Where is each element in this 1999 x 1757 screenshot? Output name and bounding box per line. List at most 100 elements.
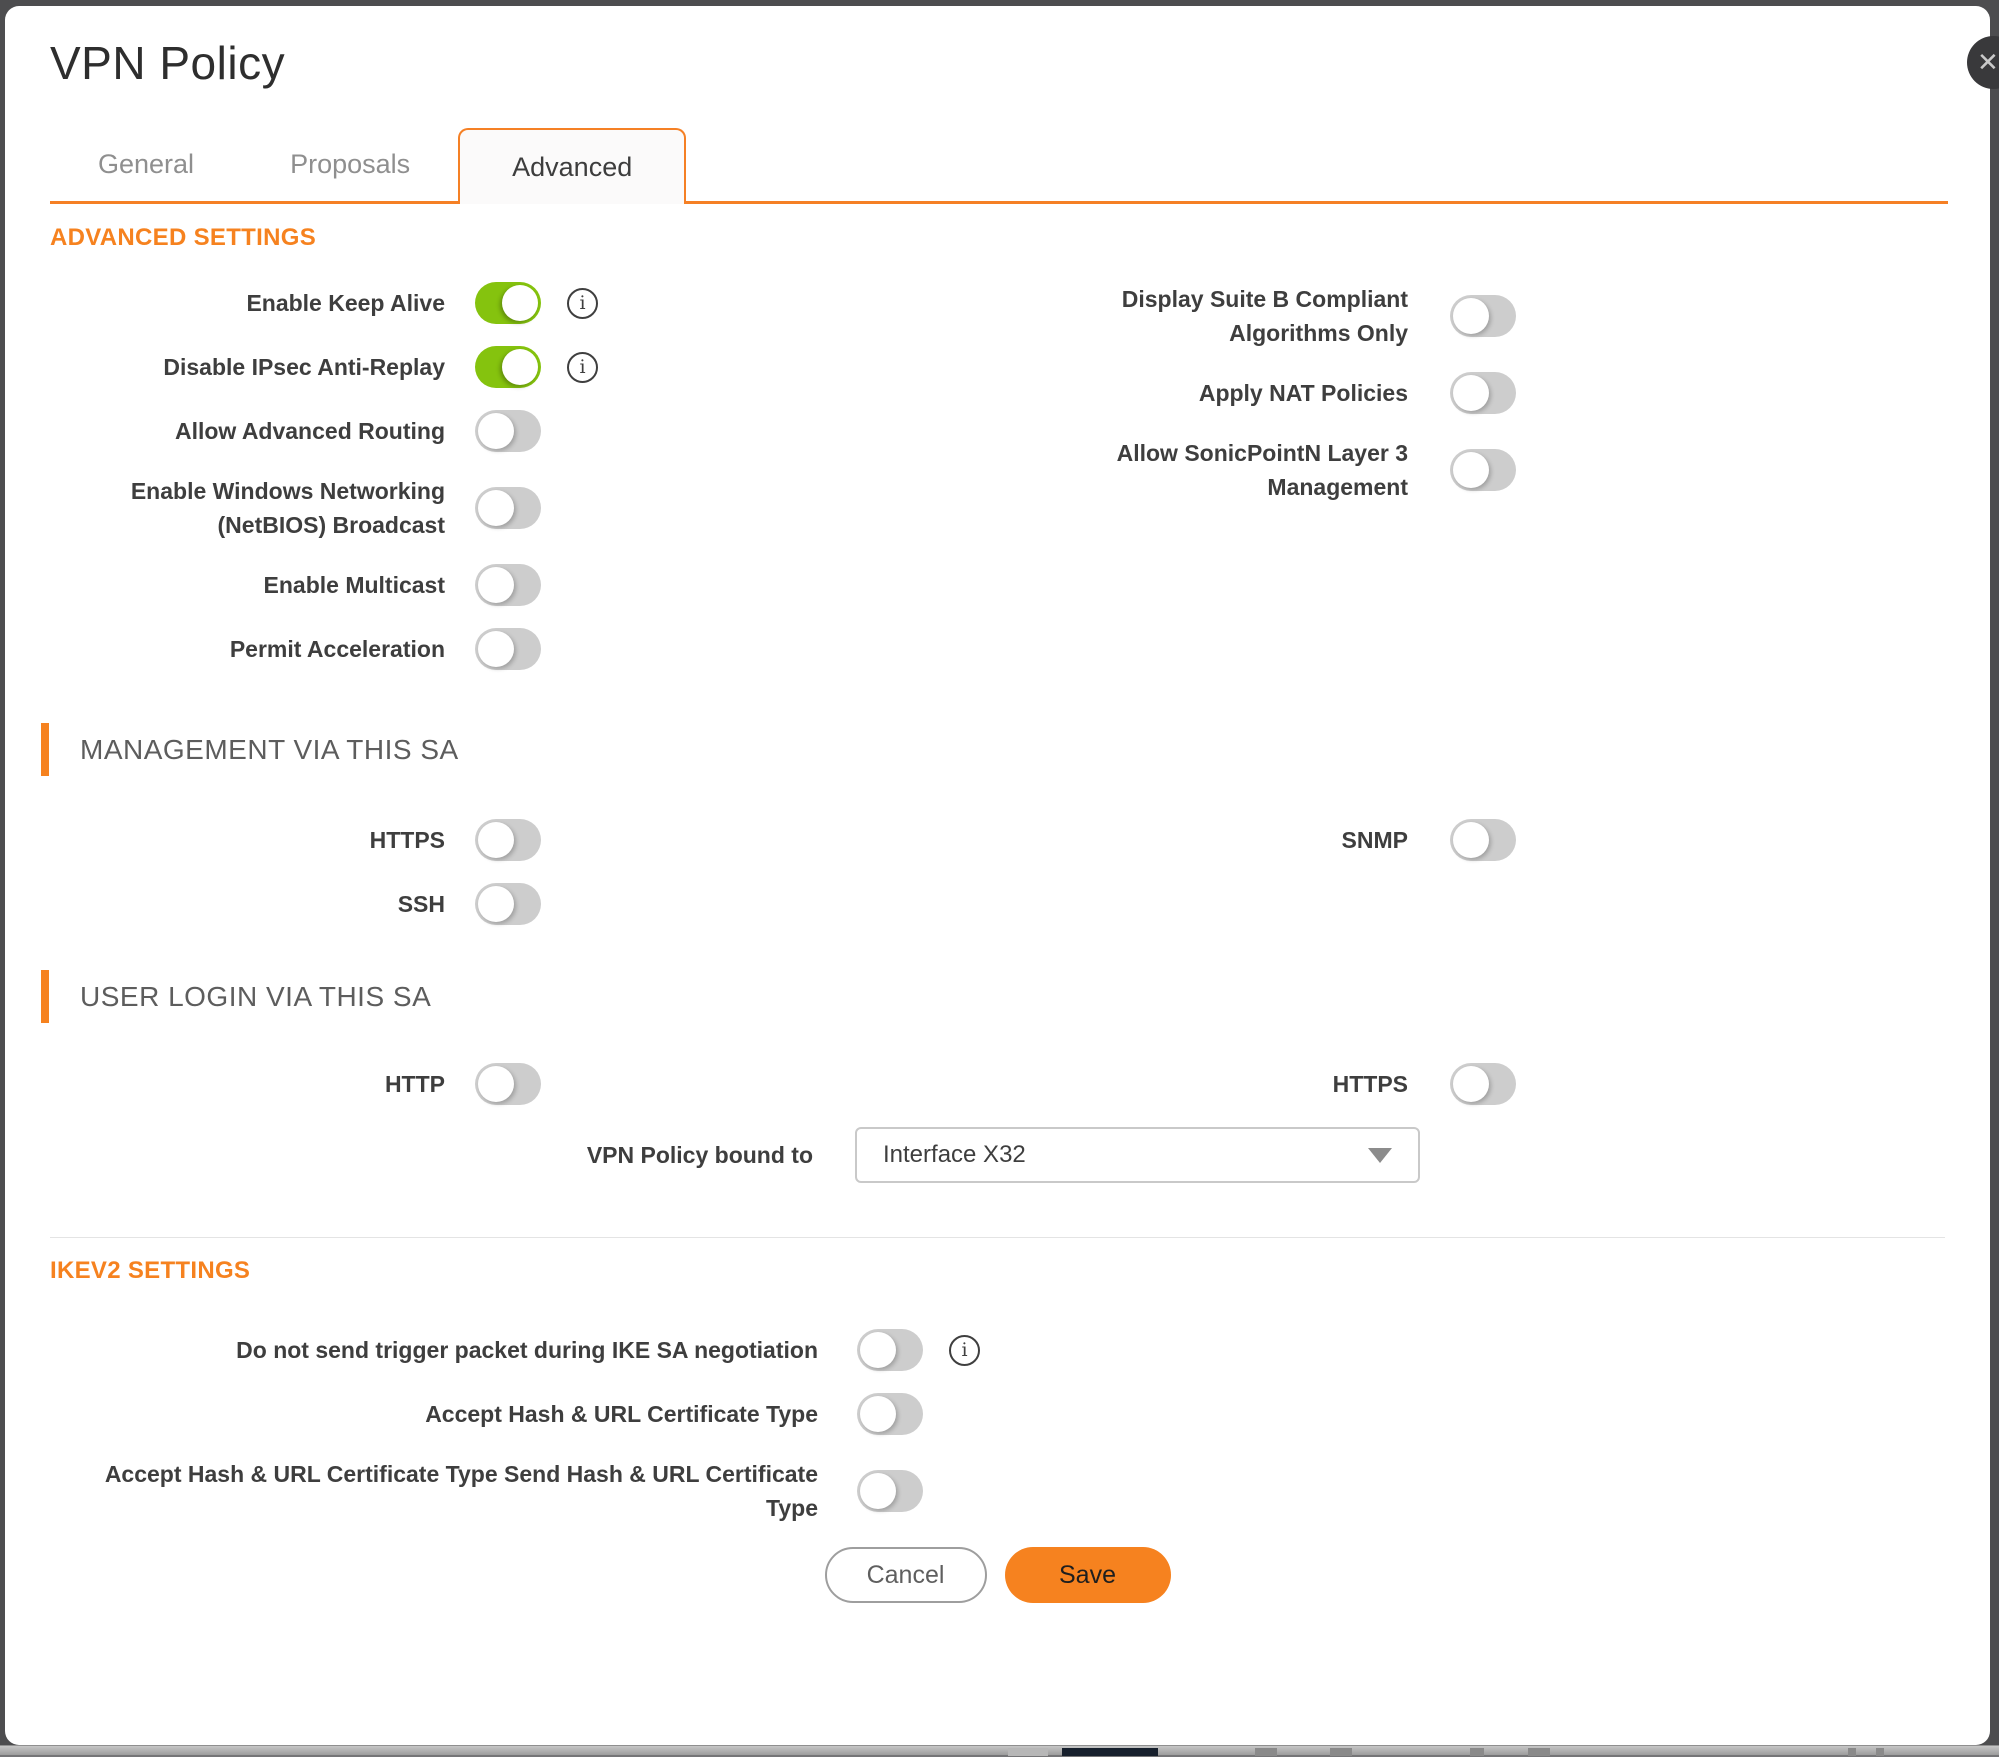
- toggle-knob: [478, 413, 514, 449]
- section-accent-bar: [41, 723, 49, 776]
- apply-nat-policies-toggle[interactable]: [1450, 372, 1516, 414]
- toggle-knob: [1453, 375, 1489, 411]
- management-via-sa-header: MANAGEMENT VIA THIS SA: [41, 723, 1945, 776]
- setting-row-allow-advanced-routing: Allow Advanced Routing: [50, 410, 1010, 452]
- setting-label: Enable Keep Alive: [246, 290, 445, 316]
- info-icon[interactable]: i: [567, 287, 598, 319]
- setting-row-sonicpointn-layer3: Allow SonicPointN Layer 3 Management: [1010, 436, 1945, 504]
- setting-label: Allow Advanced Routing: [174, 418, 445, 444]
- setting-label: Accept Hash & URL Certificate Type: [425, 1401, 818, 1427]
- setting-label: Enable Windows Networking (NetBIOS) Broa…: [130, 478, 445, 538]
- toggle-knob: [478, 822, 514, 858]
- vpn-policy-dialog: VPN Policy General Proposals Advanced AD…: [5, 6, 1990, 1745]
- setting-row-mgmt-snmp: SNMP: [1010, 819, 1945, 861]
- mgmt-snmp-toggle[interactable]: [1450, 819, 1516, 861]
- mgmt-ssh-toggle[interactable]: [475, 883, 541, 925]
- setting-row-accept-hash-url: Accept Hash & URL Certificate Type: [50, 1393, 1945, 1435]
- advanced-settings-grid: Enable Keep Alive i Disable IPsec Anti-R…: [50, 282, 1945, 692]
- setting-label: HTTPS: [369, 827, 445, 853]
- setting-label: Display Suite B Compliant Algorithms Onl…: [1121, 286, 1408, 346]
- sliver-segment: [1255, 1748, 1277, 1756]
- enable-keep-alive-toggle[interactable]: [475, 282, 541, 324]
- sliver-segment: [1848, 1748, 1856, 1756]
- toggle-knob: [478, 886, 514, 922]
- setting-row-accept-send-hash-url: Accept Hash & URL Certificate Type Send …: [50, 1457, 1945, 1525]
- tab-bar: General Proposals Advanced: [50, 128, 1948, 204]
- disable-ipsec-anti-replay-toggle[interactable]: [475, 346, 541, 388]
- toggle-knob: [1453, 822, 1489, 858]
- advanced-settings-left-column: Enable Keep Alive i Disable IPsec Anti-R…: [50, 282, 1010, 692]
- toggle-knob: [860, 1332, 896, 1368]
- setting-row-enable-keep-alive: Enable Keep Alive i: [50, 282, 1010, 324]
- setting-row-login-https: HTTPS: [1010, 1063, 1945, 1105]
- background-page-sliver: [0, 1745, 1999, 1757]
- setting-row-permit-acceleration: Permit Acceleration: [50, 628, 1010, 670]
- user-login-left-column: HTTP: [50, 1063, 1010, 1127]
- setting-row-login-http: HTTP: [50, 1063, 1010, 1105]
- sliver-segment: [1008, 1748, 1048, 1756]
- setting-label: Permit Acceleration: [229, 636, 445, 662]
- vpn-policy-bound-label: VPN Policy bound to: [586, 1141, 813, 1168]
- setting-row-disable-ipsec-anti-replay: Disable IPsec Anti-Replay i: [50, 346, 1010, 388]
- save-button[interactable]: Save: [1004, 1547, 1171, 1603]
- setting-row-no-trigger-packet: Do not send trigger packet during IKE SA…: [50, 1329, 1945, 1371]
- cancel-button[interactable]: Cancel: [824, 1547, 987, 1603]
- suite-b-compliant-toggle[interactable]: [1450, 295, 1516, 337]
- management-via-sa-grid: HTTPS SSH SNMP: [50, 819, 1945, 947]
- tab-general[interactable]: General: [98, 149, 195, 179]
- section-accent-bar: [41, 970, 49, 1023]
- setting-label: SSH: [397, 891, 445, 917]
- info-icon[interactable]: i: [949, 1334, 980, 1366]
- toggle-knob: [860, 1473, 896, 1509]
- tab-proposals[interactable]: Proposals: [290, 149, 411, 179]
- setting-label: Apply NAT Policies: [1198, 380, 1408, 406]
- setting-row-apply-nat-policies: Apply NAT Policies: [1010, 372, 1945, 414]
- setting-label: HTTP: [384, 1071, 445, 1097]
- setting-row-mgmt-https: HTTPS: [50, 819, 1010, 861]
- toggle-knob: [502, 349, 538, 385]
- info-icon[interactable]: i: [567, 351, 598, 383]
- setting-label: Allow SonicPointN Layer 3 Management: [1116, 440, 1408, 500]
- allow-advanced-routing-toggle[interactable]: [475, 410, 541, 452]
- toggle-knob: [478, 631, 514, 667]
- netbios-broadcast-toggle[interactable]: [475, 487, 541, 529]
- user-login-via-sa-header: USER LOGIN VIA THIS SA: [41, 970, 1945, 1023]
- setting-label: HTTPS: [1332, 1071, 1408, 1097]
- setting-label: Disable IPsec Anti-Replay: [163, 354, 445, 380]
- sonicpointn-layer3-toggle[interactable]: [1450, 449, 1516, 491]
- toggle-knob: [1453, 452, 1489, 488]
- setting-label: Accept Hash & URL Certificate Type Send …: [104, 1461, 818, 1521]
- toggle-knob: [1453, 298, 1489, 334]
- sliver-segment: [1876, 1748, 1884, 1756]
- advanced-settings-heading: ADVANCED SETTINGS: [50, 224, 317, 251]
- toggle-knob: [502, 285, 538, 321]
- toggle-knob: [478, 567, 514, 603]
- sliver-dark-segment: [1062, 1748, 1158, 1756]
- login-http-toggle[interactable]: [475, 1063, 541, 1105]
- management-right-column: SNMP: [1010, 819, 1945, 883]
- tab-advanced[interactable]: Advanced: [458, 128, 687, 204]
- toggle-knob: [478, 490, 514, 526]
- mgmt-https-toggle[interactable]: [475, 819, 541, 861]
- vpn-policy-bound-select[interactable]: Interface X32: [855, 1127, 1420, 1183]
- page-title: VPN Policy: [50, 37, 286, 89]
- selected-interface-value: Interface X32: [883, 1141, 1026, 1168]
- no-trigger-packet-toggle[interactable]: [857, 1329, 923, 1371]
- vpn-policy-bound-row: VPN Policy bound to Interface X32: [50, 1127, 1945, 1183]
- enable-multicast-toggle[interactable]: [475, 564, 541, 606]
- setting-row-enable-multicast: Enable Multicast: [50, 564, 1010, 606]
- sliver-segment: [1528, 1748, 1550, 1756]
- sliver-segment: [1470, 1748, 1484, 1756]
- chevron-down-icon: [1368, 1147, 1392, 1163]
- tab-content: ADVANCED SETTINGS Enable Keep Alive i Di…: [5, 224, 1990, 1603]
- login-https-toggle[interactable]: [1450, 1063, 1516, 1105]
- accept-hash-url-toggle[interactable]: [857, 1393, 923, 1435]
- setting-label: SNMP: [1341, 827, 1408, 853]
- setting-row-netbios-broadcast: Enable Windows Networking (NetBIOS) Broa…: [50, 474, 1010, 542]
- setting-row-suite-b-compliant: Display Suite B Compliant Algorithms Onl…: [1010, 282, 1945, 350]
- permit-acceleration-toggle[interactable]: [475, 628, 541, 670]
- accept-send-hash-url-toggle[interactable]: [857, 1470, 923, 1512]
- management-left-column: HTTPS SSH: [50, 819, 1010, 947]
- toggle-knob: [1453, 1066, 1489, 1102]
- toggle-knob: [478, 1066, 514, 1102]
